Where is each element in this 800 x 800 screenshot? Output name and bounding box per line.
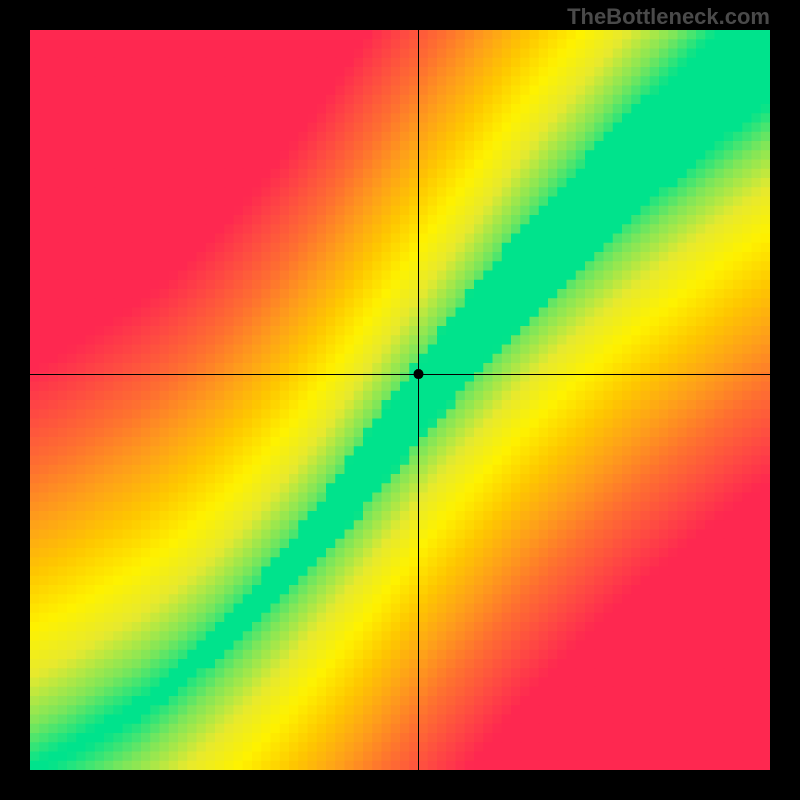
crosshair-horizontal xyxy=(30,374,770,375)
chart-container: TheBottleneck.com xyxy=(0,0,800,800)
crosshair-vertical xyxy=(418,30,419,770)
heatmap-canvas xyxy=(30,30,770,770)
heatmap-plot xyxy=(30,30,770,770)
watermark-text: TheBottleneck.com xyxy=(567,4,770,30)
